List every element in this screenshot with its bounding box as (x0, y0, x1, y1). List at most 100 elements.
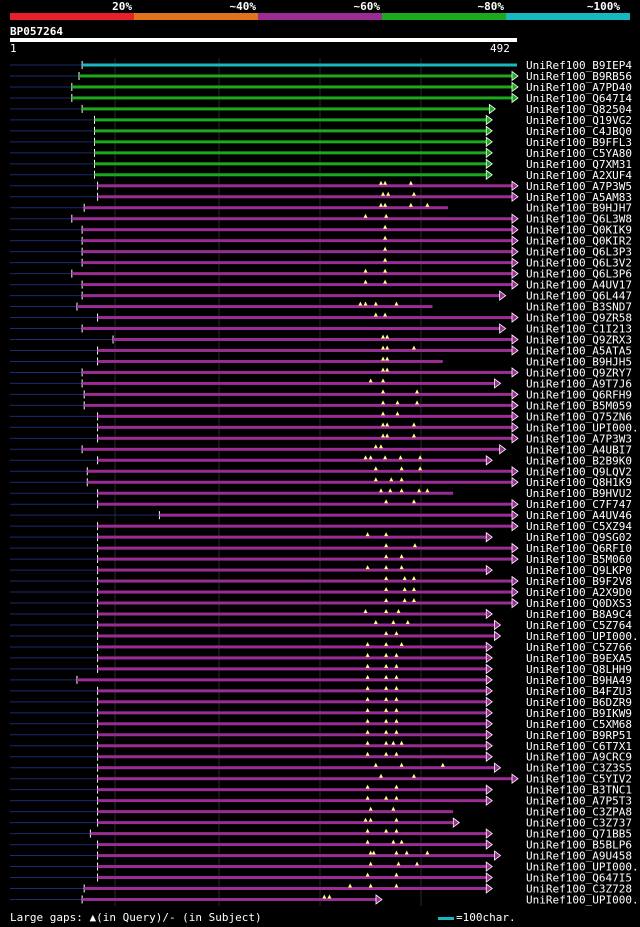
hit-label: UniRef100_Q8H1K9 (526, 476, 632, 489)
hit-bar (71, 272, 512, 276)
hit-arrow (485, 839, 493, 850)
query-gap-marker (388, 488, 393, 493)
hit-bar (97, 766, 495, 770)
query-gap-marker (365, 696, 370, 701)
query-gap-marker (394, 301, 399, 306)
hit-label: UniRef100_Q9LQV2 (526, 465, 632, 478)
query-gap-marker (365, 795, 370, 800)
query-gap-marker (389, 477, 394, 482)
hit-bar (97, 821, 454, 825)
legend-segment (382, 13, 506, 20)
hit-bar (159, 513, 513, 517)
query-gap-marker (368, 378, 373, 383)
hit-label: UniRef100_B5M060 (526, 553, 632, 566)
query-gap-marker (365, 751, 370, 756)
query-gap-marker (384, 828, 389, 833)
query-gap-marker (384, 707, 389, 712)
hit-bar (82, 228, 512, 232)
query-gap-marker (368, 806, 373, 811)
query-gap-marker (394, 729, 399, 734)
query-gap-marker (399, 477, 404, 482)
query-gap-marker (411, 587, 416, 592)
hit-label: UniRef100_Q6L3W8 (526, 213, 632, 226)
hit-arrow (485, 784, 493, 795)
query-gap-marker (381, 356, 386, 361)
hit-label: UniRef100_A2X9D0 (526, 586, 632, 599)
query-gap-marker (371, 850, 376, 855)
query-gap-marker (365, 729, 370, 734)
identity-legend-bar (10, 13, 630, 20)
hit-label: UniRef100_B9RP51 (526, 729, 632, 742)
hit-bar (97, 579, 512, 583)
hit-bar (97, 689, 487, 693)
hit-arrow (485, 707, 493, 719)
hit-label: UniRef100_UPI000.. (526, 630, 640, 643)
hit-bar (97, 414, 512, 418)
query-gap-marker (383, 312, 388, 317)
hit-arrow (452, 817, 460, 828)
hit-bar (82, 107, 490, 111)
query-gap-marker (391, 839, 396, 844)
query-gap-marker (365, 641, 370, 646)
query-gap-marker (383, 257, 388, 262)
query-gap-marker (381, 334, 386, 339)
query-gap-marker (385, 422, 390, 427)
query-gap-marker (365, 663, 370, 668)
hit-label: UniRef100_A9T7J6 (526, 377, 632, 390)
hit-label: UniRef100_C3Z728 (526, 883, 632, 896)
hit-bar (97, 700, 487, 704)
legend-label: ~100% (586, 0, 620, 13)
query-gap-marker (365, 740, 370, 745)
hit-label: UniRef100_B8A9C4 (526, 608, 632, 621)
hit-bar (84, 206, 448, 210)
hit-arrow (511, 389, 519, 400)
query-gap-marker (425, 202, 430, 207)
hit-label: UniRef100_A2XUF4 (526, 169, 632, 182)
query-gap-marker (385, 345, 390, 350)
hit-label: UniRef100_A5ATA5 (526, 344, 632, 357)
hit-arrow (511, 422, 519, 433)
query-gap-marker (408, 202, 413, 207)
query-gap-marker (418, 466, 423, 471)
query-gap-marker (405, 619, 410, 624)
hit-arrow (511, 345, 519, 356)
hit-bar (97, 788, 487, 792)
query-gap-marker (381, 411, 386, 416)
query-gap-marker (391, 740, 396, 745)
query-gap-marker (384, 598, 389, 603)
hit-arrow (511, 597, 519, 609)
query-gap-marker (365, 685, 370, 690)
hit-bar (94, 162, 487, 166)
query-gap-marker (394, 751, 399, 756)
hit-bar (97, 491, 454, 495)
query-gap-marker (381, 378, 386, 383)
hit-label: UniRef100_Q6L3P6 (526, 268, 632, 281)
hit-arrow (485, 740, 493, 752)
hit-bar (82, 250, 512, 254)
hit-arrow (511, 498, 519, 510)
hit-bar (82, 897, 376, 901)
query-gap-marker (394, 850, 399, 855)
hit-bar (97, 524, 512, 528)
hit-bar (97, 722, 487, 726)
hit-bar (97, 843, 487, 847)
query-gap-marker (385, 433, 390, 438)
query-gap-marker (322, 894, 327, 899)
hit-arrow (511, 213, 519, 225)
hit-arrow (485, 674, 493, 686)
hit-label: UniRef100_B9HVU2 (526, 487, 632, 500)
hit-arrow (375, 894, 383, 905)
query-gap-marker (385, 367, 390, 372)
hit-arrow (511, 279, 519, 290)
query-gap-marker (386, 191, 391, 196)
hit-arrow (511, 773, 519, 785)
hit-bar (82, 294, 500, 298)
query-ruler-end: 492 (490, 42, 510, 55)
hit-arrow (485, 169, 493, 181)
hit-arrow (485, 795, 493, 806)
legend-label: ~40% (229, 0, 257, 13)
hit-label: UniRef100_B9HJH7 (526, 202, 632, 215)
query-gap-marker (399, 641, 404, 646)
query-gap-marker (418, 455, 423, 460)
query-gap-marker (384, 499, 389, 504)
